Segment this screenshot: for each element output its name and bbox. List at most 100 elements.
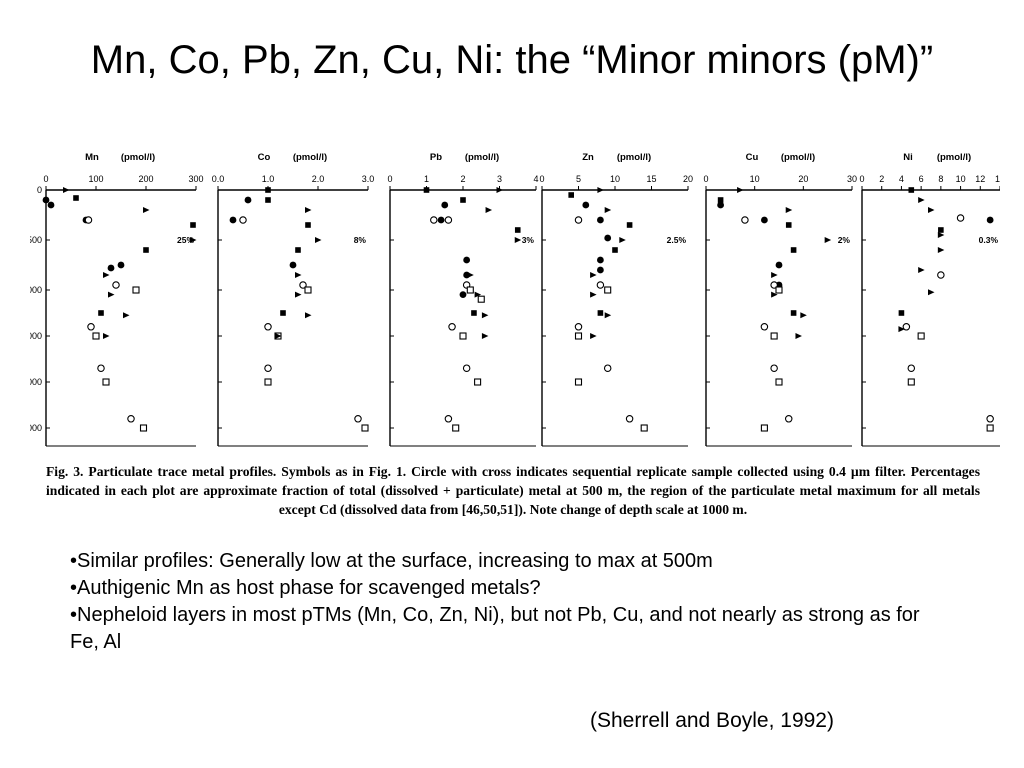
x-tick-label: 2.0 <box>312 174 325 184</box>
data-point-open-square <box>474 378 482 386</box>
profiles-figure: Mn(pmol/l)010020030005001000200030004000… <box>30 152 1000 447</box>
x-tick-label: 4 <box>533 174 538 184</box>
data-point-open-square <box>907 378 915 386</box>
data-point-filled-circle <box>717 201 724 209</box>
x-tick-label: 0 <box>387 174 392 184</box>
data-point-filled-square <box>460 197 466 203</box>
data-point-filled-triangle <box>928 207 935 213</box>
data-point-filled-triangle <box>514 237 522 243</box>
data-point-filled-circle <box>289 261 297 269</box>
data-point-filled-triangle <box>143 207 150 213</box>
x-tick-label: 10 <box>956 174 966 184</box>
data-point-filled-triangle <box>590 333 597 339</box>
data-point-filled-square <box>265 197 271 203</box>
data-point-filled-triangle <box>481 312 489 319</box>
bullet-item: •Authigenic Mn as host phase for scaveng… <box>70 577 541 599</box>
data-point-open-square <box>102 378 110 386</box>
data-point-filled-circle <box>441 201 449 209</box>
data-point-filled-square <box>73 195 79 201</box>
data-point-filled-circle <box>229 216 237 224</box>
data-point-open-square <box>264 378 272 386</box>
data-point-open-circle <box>448 323 456 331</box>
panel-element-label: Co <box>258 152 271 163</box>
data-point-filled-square <box>514 227 521 233</box>
data-point-open-circle <box>84 216 93 224</box>
data-point-open-square <box>477 295 485 303</box>
data-point-filled-triangle <box>108 291 115 298</box>
bullet-item: •Similar profiles: Generally low at the … <box>70 550 713 572</box>
data-point-open-square <box>574 332 583 340</box>
data-point-filled-triangle <box>295 291 302 298</box>
x-tick-label: 1 <box>424 174 429 184</box>
data-point-filled-circle <box>604 234 612 242</box>
data-point-filled-triangle <box>315 237 322 243</box>
data-point-filled-circle <box>47 201 55 209</box>
data-point-filled-circle <box>107 264 115 272</box>
data-point-open-square <box>304 286 312 294</box>
data-point-filled-triangle <box>590 272 597 278</box>
citation: (Sherrell and Boyle, 1992) <box>590 709 834 732</box>
data-point-filled-square <box>785 222 792 228</box>
percent-label: 0.3% <box>979 235 999 245</box>
x-tick-label: 200 <box>138 174 153 184</box>
x-tick-label: 0 <box>43 174 48 184</box>
panel-unit-label: (pmol/l) <box>293 152 327 163</box>
data-point-filled-triangle <box>474 291 482 298</box>
data-point-open-circle <box>127 415 135 423</box>
data-point-open-circle <box>784 415 793 423</box>
data-point-open-circle <box>625 415 634 423</box>
figure-caption: Fig. 3. Particulate trace metal profiles… <box>46 464 980 517</box>
data-point-filled-circle <box>42 196 50 204</box>
data-point-filled-triangle <box>619 237 626 243</box>
data-point-filled-triangle <box>275 333 282 339</box>
data-point-filled-triangle <box>937 232 945 238</box>
data-point-filled-square <box>612 247 618 253</box>
data-point-open-circle <box>97 364 105 372</box>
data-point-filled-triangle <box>123 312 130 319</box>
data-point-open-circle <box>603 364 612 372</box>
x-tick-label: 1.0 <box>262 174 275 184</box>
data-point-filled-circle <box>244 196 252 204</box>
x-tick-label: 4 <box>899 174 904 184</box>
data-point-open-circle <box>354 415 362 423</box>
data-point-open-square <box>775 286 783 294</box>
data-point-open-square <box>452 424 460 432</box>
x-tick-label: 0 <box>703 174 708 184</box>
data-point-filled-triangle <box>898 326 905 333</box>
data-point-open-square <box>760 424 768 432</box>
y-tick-label: 4000 <box>30 423 42 433</box>
x-tick-label: 3 <box>497 174 502 184</box>
data-point-open-circle <box>239 216 247 224</box>
data-point-open-circle <box>264 364 272 372</box>
x-tick-label: 3.0 <box>362 174 375 184</box>
data-point-filled-triangle <box>590 291 597 298</box>
data-point-open-circle <box>574 323 583 331</box>
data-point-filled-square <box>790 310 797 316</box>
panel-element-label: Cu <box>746 152 759 163</box>
data-point-open-circle <box>596 281 605 289</box>
data-point-open-circle <box>264 323 272 331</box>
x-tick-label: 20 <box>683 174 693 184</box>
data-point-open-circle <box>112 281 120 289</box>
data-point-open-square <box>640 424 648 432</box>
data-point-open-square <box>92 332 100 340</box>
data-point-open-circle <box>986 415 994 423</box>
panel-element-label: Zn <box>582 152 594 163</box>
panel-unit-label: (pmol/l) <box>937 152 971 163</box>
data-point-filled-circle <box>463 256 471 264</box>
data-point-filled-triangle <box>928 289 935 296</box>
data-point-filled-triangle <box>305 207 312 213</box>
data-point-filled-square <box>190 222 196 228</box>
data-point-open-circle <box>87 323 95 331</box>
slide-title: Mn, Co, Pb, Zn, Cu, Ni: the “Minor minor… <box>90 38 934 82</box>
x-tick-label: 2 <box>879 174 884 184</box>
bullet-list: •Similar profiles: Generally low at the … <box>70 548 930 656</box>
data-point-filled-triangle <box>918 197 925 203</box>
data-point-open-circle <box>770 364 778 372</box>
data-point-filled-circle <box>775 261 783 269</box>
data-point-open-square <box>132 286 140 294</box>
panel-element-label: Pb <box>430 152 442 163</box>
data-point-filled-circle <box>986 216 994 224</box>
x-tick-label: 6 <box>919 174 924 184</box>
data-point-filled-triangle <box>295 272 302 278</box>
